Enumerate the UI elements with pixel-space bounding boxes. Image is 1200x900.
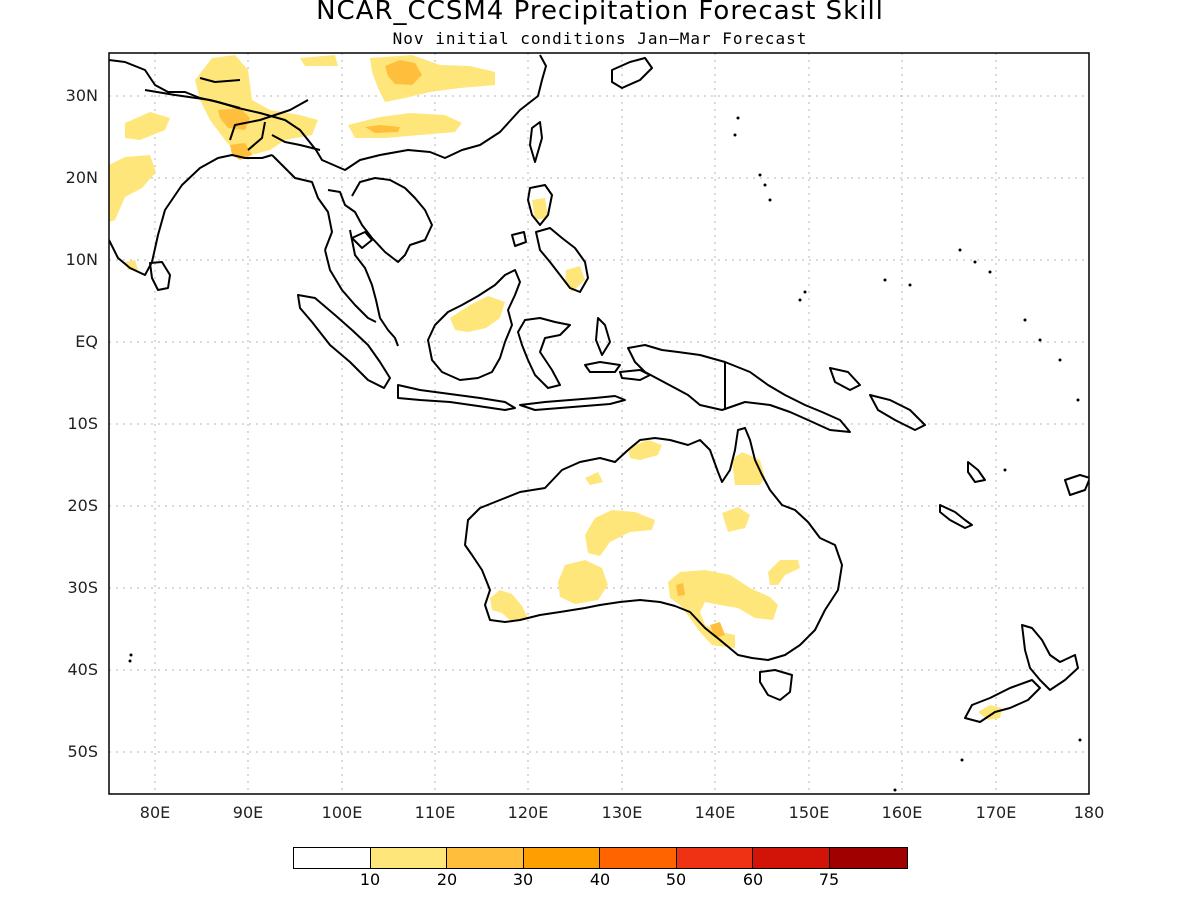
colorbar-swatch bbox=[370, 847, 449, 869]
lon-label-120e: 120E bbox=[507, 803, 549, 822]
colorbar-swatch bbox=[293, 847, 372, 869]
lon-label-80e: 80E bbox=[139, 803, 171, 822]
colorbar-swatch bbox=[599, 847, 678, 869]
lat-label-10n: 10N bbox=[65, 250, 98, 269]
lat-label-20s: 20S bbox=[67, 496, 98, 515]
lat-label-40s: 40S bbox=[67, 660, 98, 679]
lat-label-30n: 30N bbox=[65, 86, 98, 105]
coastlines bbox=[109, 54, 1089, 723]
lon-label-110e: 110E bbox=[414, 803, 456, 822]
lat-label-10s: 10S bbox=[67, 414, 98, 433]
map-title: NCAR_CCSM4 Precipitation Forecast Skill bbox=[316, 0, 884, 26]
colorbar-swatch bbox=[676, 847, 755, 869]
lon-label-100e: 100E bbox=[321, 803, 363, 822]
lat-label-50s: 50S bbox=[67, 742, 98, 761]
colorbar-tick-60: 60 bbox=[742, 870, 764, 889]
colorbar-tick-20: 20 bbox=[436, 870, 458, 889]
gridlines bbox=[109, 53, 1089, 794]
colorbar-swatch bbox=[829, 847, 908, 869]
lat-label-eq: EQ bbox=[75, 332, 98, 351]
colorbar-swatch bbox=[752, 847, 831, 869]
lat-label-20n: 20N bbox=[65, 168, 98, 187]
colorbar bbox=[293, 847, 908, 869]
lon-label-130e: 130E bbox=[601, 803, 643, 822]
lon-label-150e: 150E bbox=[788, 803, 830, 822]
lat-label-30s: 30S bbox=[67, 578, 98, 597]
map-subtitle: Nov initial conditions Jan–Mar Forecast bbox=[392, 29, 808, 48]
island-dots bbox=[128, 116, 1082, 792]
colorbar-tick-30: 30 bbox=[512, 870, 534, 889]
lon-label-140e: 140E bbox=[694, 803, 736, 822]
map-border bbox=[108, 52, 1090, 795]
lon-label-180: 180 bbox=[1073, 803, 1105, 822]
colorbar-tick-40: 40 bbox=[589, 870, 611, 889]
colorbar-swatch bbox=[446, 847, 525, 869]
colorbar-tick-50: 50 bbox=[665, 870, 687, 889]
lon-label-170e: 170E bbox=[975, 803, 1017, 822]
lon-label-90e: 90E bbox=[232, 803, 264, 822]
lon-label-160e: 160E bbox=[881, 803, 923, 822]
colorbar-tick-10: 10 bbox=[359, 870, 381, 889]
colorbar-tick-75: 75 bbox=[818, 870, 840, 889]
colorbar-swatch bbox=[523, 847, 602, 869]
